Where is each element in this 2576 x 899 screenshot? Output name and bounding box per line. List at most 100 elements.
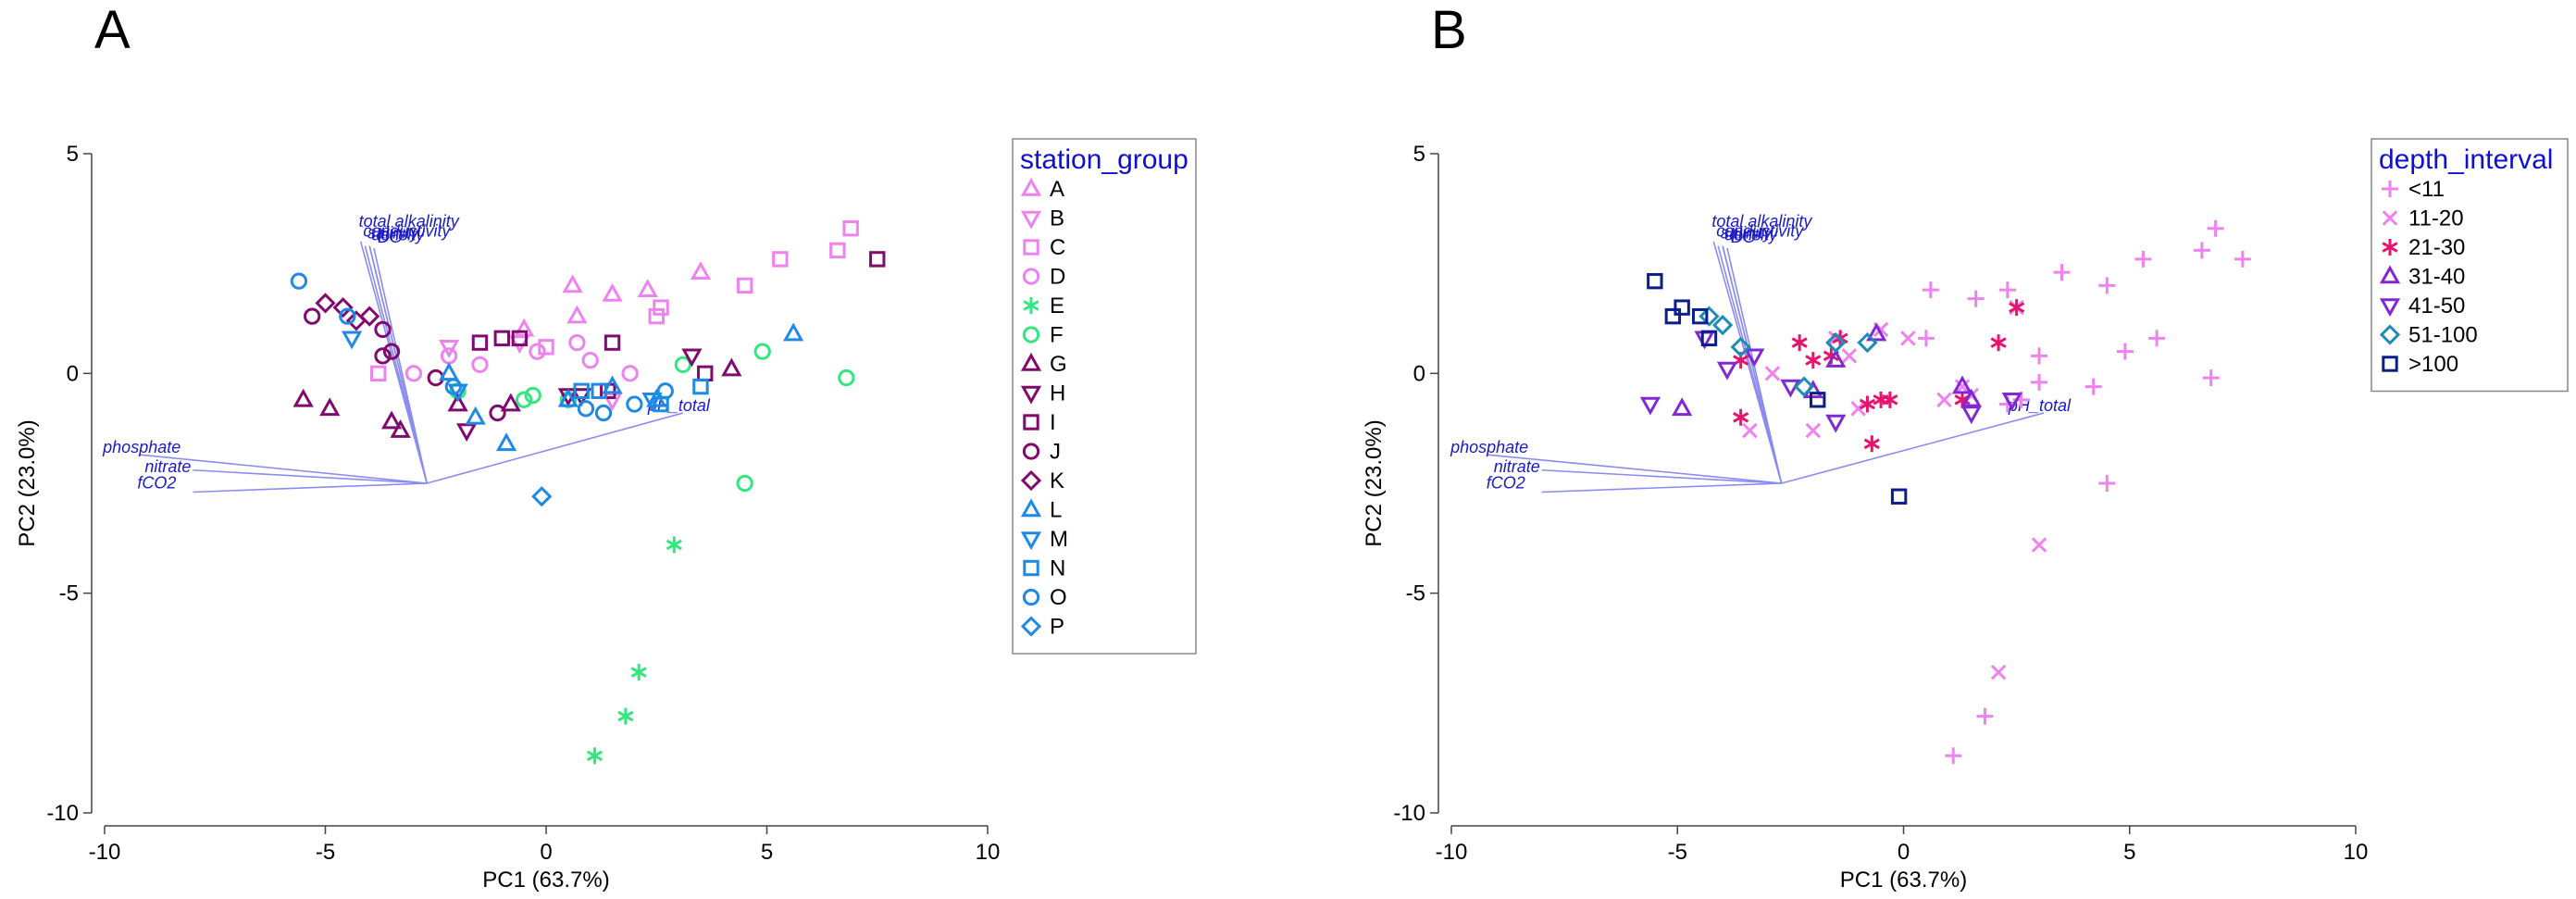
legend-entry-label: 21-30 [2408,235,2465,260]
data-point [1990,334,2007,352]
legend-marker [2382,239,2398,256]
data-point [666,536,682,554]
data-point [404,365,423,382]
data-point [1733,408,1749,426]
legend-box-b [2371,138,2569,393]
loading-vectors-a: total alkalinityconductivitysalinitydens… [102,212,711,493]
data-point [2148,330,2166,347]
data-point [1890,488,1908,505]
legend-entry-label: 31-40 [2408,265,2465,290]
data-point [465,406,486,425]
data-point [1873,391,1889,408]
data-point [1990,664,2007,680]
loading-vector-label: fCO2 [137,473,176,492]
data-point [753,343,771,360]
loading-vectors-b: total alkalinityconductivitysalinitydens… [1450,212,2072,493]
loading-vector-label: phosphate [1450,438,1528,456]
legend-marker [1020,469,1042,492]
data-point [1936,392,1952,408]
data-point [2234,250,2251,268]
data-point [511,330,529,347]
legend-box-a [1012,138,1197,655]
data-point [1764,366,1781,381]
data-point [1780,379,1801,398]
scatter-points-a [290,219,886,765]
legend-entry-label: 51-100 [2408,323,2478,348]
data-point [586,747,604,765]
data-point [617,707,634,725]
legend-entry-label: M [1050,527,1068,552]
data-point [1730,336,1751,357]
x-tick-label: 10 [976,840,1001,865]
data-point [1945,747,1962,765]
data-point [1882,391,1898,408]
data-point [456,423,478,443]
legend-entry-label: 11-20 [2408,206,2464,231]
data-point [630,664,647,681]
legend-marker [1023,297,1039,314]
legend-entry-label: F [1050,323,1064,348]
data-point [602,393,623,411]
axes-a: -10 -5 0 5 10 -10 -5 0 5 [46,142,1000,865]
data-point [692,378,709,395]
data-point [304,307,321,325]
panel-label-a: A [94,0,131,60]
data-point [2098,475,2116,492]
legend-entry-label: >100 [2408,352,2458,377]
x-tick-label: -5 [1668,840,1687,865]
data-point [390,418,411,438]
data-point [842,219,859,237]
data-point [1647,272,1663,290]
panel-a: A -10 -5 0 5 10 -10 -5 0 5 total alkalinitycondu… [15,0,1197,893]
data-point [2207,219,2224,237]
y-axis-label-a: PC2 (23.0%) [15,419,40,546]
data-point [736,474,753,493]
data-point [380,410,403,430]
legend-entry-label: O [1050,585,1067,610]
data-point [1866,322,1887,342]
data-point [2134,250,2152,268]
loading-vector [1541,482,1782,493]
data-point [500,393,521,412]
loading-vector-label: conductivity [363,222,451,241]
legend-marker [1020,498,1042,518]
data-point [359,306,380,327]
legend-entry-label: P [1050,615,1064,640]
data-point [1859,395,1875,413]
legend-marker [1023,239,1039,256]
data-point [602,375,623,394]
axes-b: -10 -5 0 5 10 -10 -5 0 5 [1393,142,2368,865]
legend-marker [1020,531,1042,551]
data-point [1664,307,1682,325]
x-tick-label: 0 [1898,840,1910,865]
data-point [1863,435,1880,453]
x-tick-label: 10 [2344,840,2369,865]
data-point [681,348,703,368]
loading-vector-label: salinity [367,224,419,243]
data-point [2001,393,2022,411]
data-point [1825,331,1847,354]
x-tick-label: -10 [89,840,121,865]
loading-vector [1781,412,2045,484]
legend-marker [1022,443,1040,460]
data-point [524,386,541,405]
y-tick-label: -10 [1393,801,1425,826]
data-point [557,388,579,407]
data-point [516,391,533,408]
data-point [829,242,846,259]
legend-marker [1022,326,1040,343]
data-point [1917,330,1935,347]
legend-entry-label: L [1050,498,1062,523]
data-point [447,383,468,403]
data-point [656,382,674,400]
data-point [641,393,663,411]
data-point [1825,349,1847,368]
data-point [1841,348,1858,364]
data-point [1998,281,2016,299]
data-point [489,404,506,422]
legend-entry-label: K [1050,468,1064,493]
loading-vector-label: DO [378,228,403,246]
x-tick-label: -10 [1436,840,1468,865]
